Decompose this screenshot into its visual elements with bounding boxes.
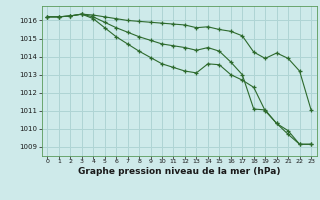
X-axis label: Graphe pression niveau de la mer (hPa): Graphe pression niveau de la mer (hPa) bbox=[78, 167, 280, 176]
